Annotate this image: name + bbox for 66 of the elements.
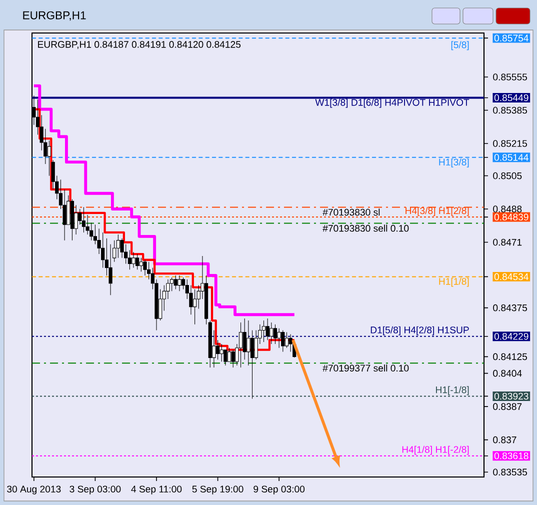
candlestick [189, 285, 193, 315]
candlestick [90, 222, 94, 241]
y-tick-label: 0.8387 [493, 403, 522, 410]
y-tick-label: 0.83923 [494, 392, 528, 400]
candlestick [136, 254, 140, 270]
y-tick-label: 0.83535 [493, 468, 527, 476]
x-tick-label: 9 Sep 03:00 [254, 486, 305, 494]
candlestick [139, 258, 143, 272]
text: EURGBP,H1 0.84187 0.84191 0.84120 0.84125 [38, 41, 241, 49]
candlestick [284, 332, 289, 348]
y-tick-label: 0.83618 [494, 452, 528, 460]
candlestick [231, 350, 235, 368]
y-tick-label: 0.8404 [493, 370, 522, 377]
ref-line-label: W1[3/8] D1[6/8] H4PIVOT H1PIVOT [315, 98, 470, 108]
y-tick-label: 0.84229 [494, 332, 528, 340]
y-tick-label: 0.8505 [493, 172, 522, 180]
y-tick-label: 0.85555 [493, 74, 527, 80]
ref-line-label: #70199377 sell 0.10 [322, 364, 409, 372]
y-tick-label: 0.85754 [494, 34, 528, 42]
candlestick [132, 252, 136, 268]
y-tick-label: 0.84375 [493, 304, 527, 312]
y-tick-label: 0.8488 [493, 206, 522, 212]
candlestick [192, 288, 197, 325]
x-tick-label: 4 Sep 11:00 [131, 486, 182, 494]
y-tick-label: 0.8471 [493, 238, 522, 246]
candlestick [238, 322, 243, 368]
ref-line-label: H4[3/8] H1[2/8] [406, 207, 469, 216]
candlestick [143, 260, 147, 276]
y-tick-label: 0.84534 [494, 273, 528, 280]
candlestick [178, 275, 182, 292]
ref-line-label: H1[1/8] [439, 278, 469, 287]
candlestick [82, 206, 86, 233]
ref-line-label: H1[-1/8] [436, 386, 469, 396]
candlestick [273, 324, 278, 344]
candlestick [116, 234, 120, 258]
candlestick [277, 328, 281, 348]
candlestick [70, 198, 74, 241]
candlestick [108, 244, 112, 296]
ref-line-label: D1[5/8] H4[2/8] H1SUP [370, 326, 469, 336]
x-tick-label: 5 Sep 19:00 [192, 486, 244, 494]
y-tick-label: 0.85215 [493, 140, 527, 147]
candlestick [266, 318, 270, 340]
y-tick-label: 0.84125 [493, 353, 527, 360]
candlestick [246, 320, 250, 366]
ref-line-label: #70193830 sl [322, 208, 380, 216]
x-tick-label: 3 Sep 03:00 [70, 486, 121, 494]
candlestick [166, 279, 170, 300]
candlestick [208, 320, 212, 368]
candlestick [51, 160, 55, 190]
candlestick [270, 322, 274, 344]
candlestick [62, 189, 66, 241]
candlestick [262, 320, 266, 342]
y-tick-label: 0.85144 [494, 154, 528, 161]
candlestick [120, 238, 124, 258]
ref-line-label: H1[3/8] [439, 158, 469, 168]
candlestick [124, 244, 128, 264]
candlestick [86, 214, 90, 235]
y-tick-label: 0.84839 [494, 214, 528, 220]
ref-line-label: H4[1/8] H1[-2/8] [402, 446, 469, 455]
y-tick-label: 0.837 [493, 436, 516, 444]
annotation: [5/8] [451, 41, 469, 50]
x-tick-label: 30 Aug 2013 [7, 486, 61, 494]
y-tick-label: 0.85449 [494, 94, 528, 102]
ref-line-label: #70193830 sell 0.10 [322, 224, 409, 232]
y-tick-label: 0.85385 [493, 106, 527, 114]
chart-title: EURGBP,H1 [23, 11, 86, 21]
